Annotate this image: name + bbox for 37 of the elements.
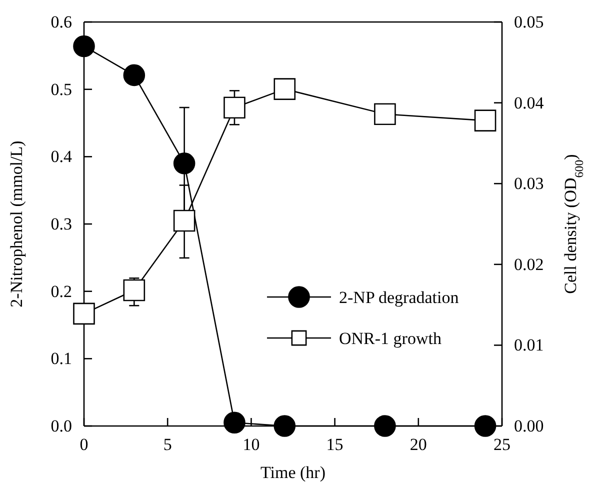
legend-label: 2-NP degradation <box>339 288 460 307</box>
point <box>274 78 296 100</box>
y-tick-label: 0.0 <box>50 416 72 436</box>
point <box>474 110 496 132</box>
point <box>73 302 95 325</box>
y-tick-label: 0.5 <box>50 80 72 99</box>
legend-label: ONR-1 growth <box>339 329 442 348</box>
y2-tick-label: 0.01 <box>514 336 544 355</box>
y2-tick-label: 0.03 <box>514 174 544 194</box>
y-tick-label: 0.4 <box>50 147 72 166</box>
y2-tick-label: 0.02 <box>514 254 544 274</box>
y-axis-title: 2-Nitrophenol (mmol/L) <box>7 140 26 308</box>
y-tick-label: 0.1 <box>50 349 72 368</box>
point <box>123 279 146 302</box>
x-tick-label: 25 <box>494 435 510 454</box>
y2-tick-label: 0.04 <box>514 93 544 112</box>
x-tick-label: 0 <box>80 435 88 454</box>
x-tick-label: 5 <box>163 435 172 454</box>
point <box>73 35 95 58</box>
point <box>474 415 496 437</box>
y-tick-label: 0.6 <box>50 12 72 32</box>
y2-tick-label: 0.05 <box>514 12 544 32</box>
x-tick-label: 20 <box>410 435 427 454</box>
point <box>173 210 196 232</box>
point <box>123 64 146 86</box>
point <box>374 103 396 126</box>
x-tick-label: 10 <box>242 435 260 454</box>
point <box>224 96 246 119</box>
y-tick-label: 0.3 <box>50 214 72 234</box>
x-tick-label: 15 <box>326 435 344 454</box>
point <box>374 415 396 437</box>
point <box>173 152 196 174</box>
point <box>274 415 296 437</box>
point <box>224 412 246 434</box>
y2-tick-label: 0.00 <box>514 416 544 436</box>
y-tick-label: 0.2 <box>50 282 72 301</box>
x-axis-title: Time (hr) <box>260 463 326 482</box>
